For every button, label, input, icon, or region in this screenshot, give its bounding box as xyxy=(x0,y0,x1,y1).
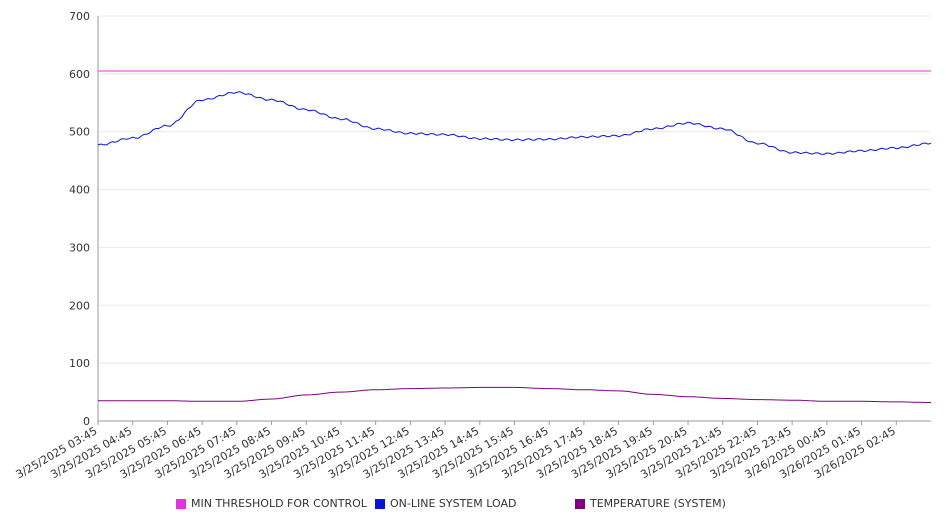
legend-swatch-load xyxy=(375,498,385,509)
legend-swatch-threshold xyxy=(176,498,186,509)
y-tick-label: 200 xyxy=(69,299,90,312)
y-tick-label: 0 xyxy=(83,415,90,428)
y-tick-label: 300 xyxy=(69,241,90,254)
y-tick-label: 400 xyxy=(69,184,90,197)
y-tick-label: 100 xyxy=(69,357,90,370)
legend-item-temperature[interactable]: TEMPERATURE (SYSTEM) xyxy=(575,497,726,510)
legend-item-threshold[interactable]: MIN THRESHOLD FOR CONTROL xyxy=(176,497,367,510)
legend: MIN THRESHOLD FOR CONTROL ON-LINE SYSTEM… xyxy=(0,497,946,515)
legend-label-load: ON-LINE SYSTEM LOAD xyxy=(390,497,517,510)
legend-label-threshold: MIN THRESHOLD FOR CONTROL xyxy=(191,497,367,510)
y-tick-label: 500 xyxy=(69,126,90,139)
series-line-load xyxy=(97,91,932,155)
y-tick-label: 700 xyxy=(69,10,90,23)
legend-label-temperature: TEMPERATURE (SYSTEM) xyxy=(590,497,726,510)
legend-item-load[interactable]: ON-LINE SYSTEM LOAD xyxy=(375,497,516,510)
legend-swatch-temperature xyxy=(575,498,585,509)
y-tick-label: 600 xyxy=(69,68,90,81)
series-line-temperature xyxy=(98,386,931,403)
